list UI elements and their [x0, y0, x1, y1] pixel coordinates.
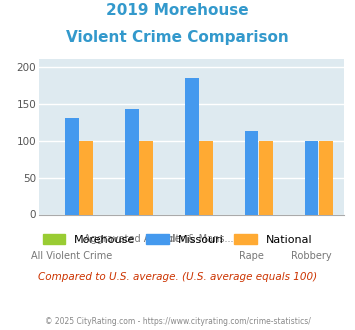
Bar [65, 118, 79, 214]
Text: Rape: Rape [239, 250, 264, 261]
Text: Violent Crime Comparison: Violent Crime Comparison [66, 30, 289, 45]
Bar [199, 141, 213, 214]
Bar [80, 141, 93, 214]
Text: Aggravated Assault: Aggravated Assault [84, 234, 180, 244]
Bar [125, 109, 139, 214]
Bar [319, 141, 333, 214]
Text: Robbery: Robbery [291, 250, 332, 261]
Legend: Morehouse, Missouri, National: Morehouse, Missouri, National [38, 230, 317, 249]
Bar [305, 141, 318, 214]
Text: 2019 Morehouse: 2019 Morehouse [106, 3, 249, 18]
Bar [185, 78, 198, 214]
Bar [245, 131, 258, 214]
Bar [139, 141, 153, 214]
Bar [259, 141, 273, 214]
Text: © 2025 CityRating.com - https://www.cityrating.com/crime-statistics/: © 2025 CityRating.com - https://www.city… [45, 317, 310, 326]
Text: All Violent Crime: All Violent Crime [31, 250, 113, 261]
Text: Compared to U.S. average. (U.S. average equals 100): Compared to U.S. average. (U.S. average … [38, 272, 317, 282]
Text: Murder & Mans...: Murder & Mans... [150, 234, 234, 244]
